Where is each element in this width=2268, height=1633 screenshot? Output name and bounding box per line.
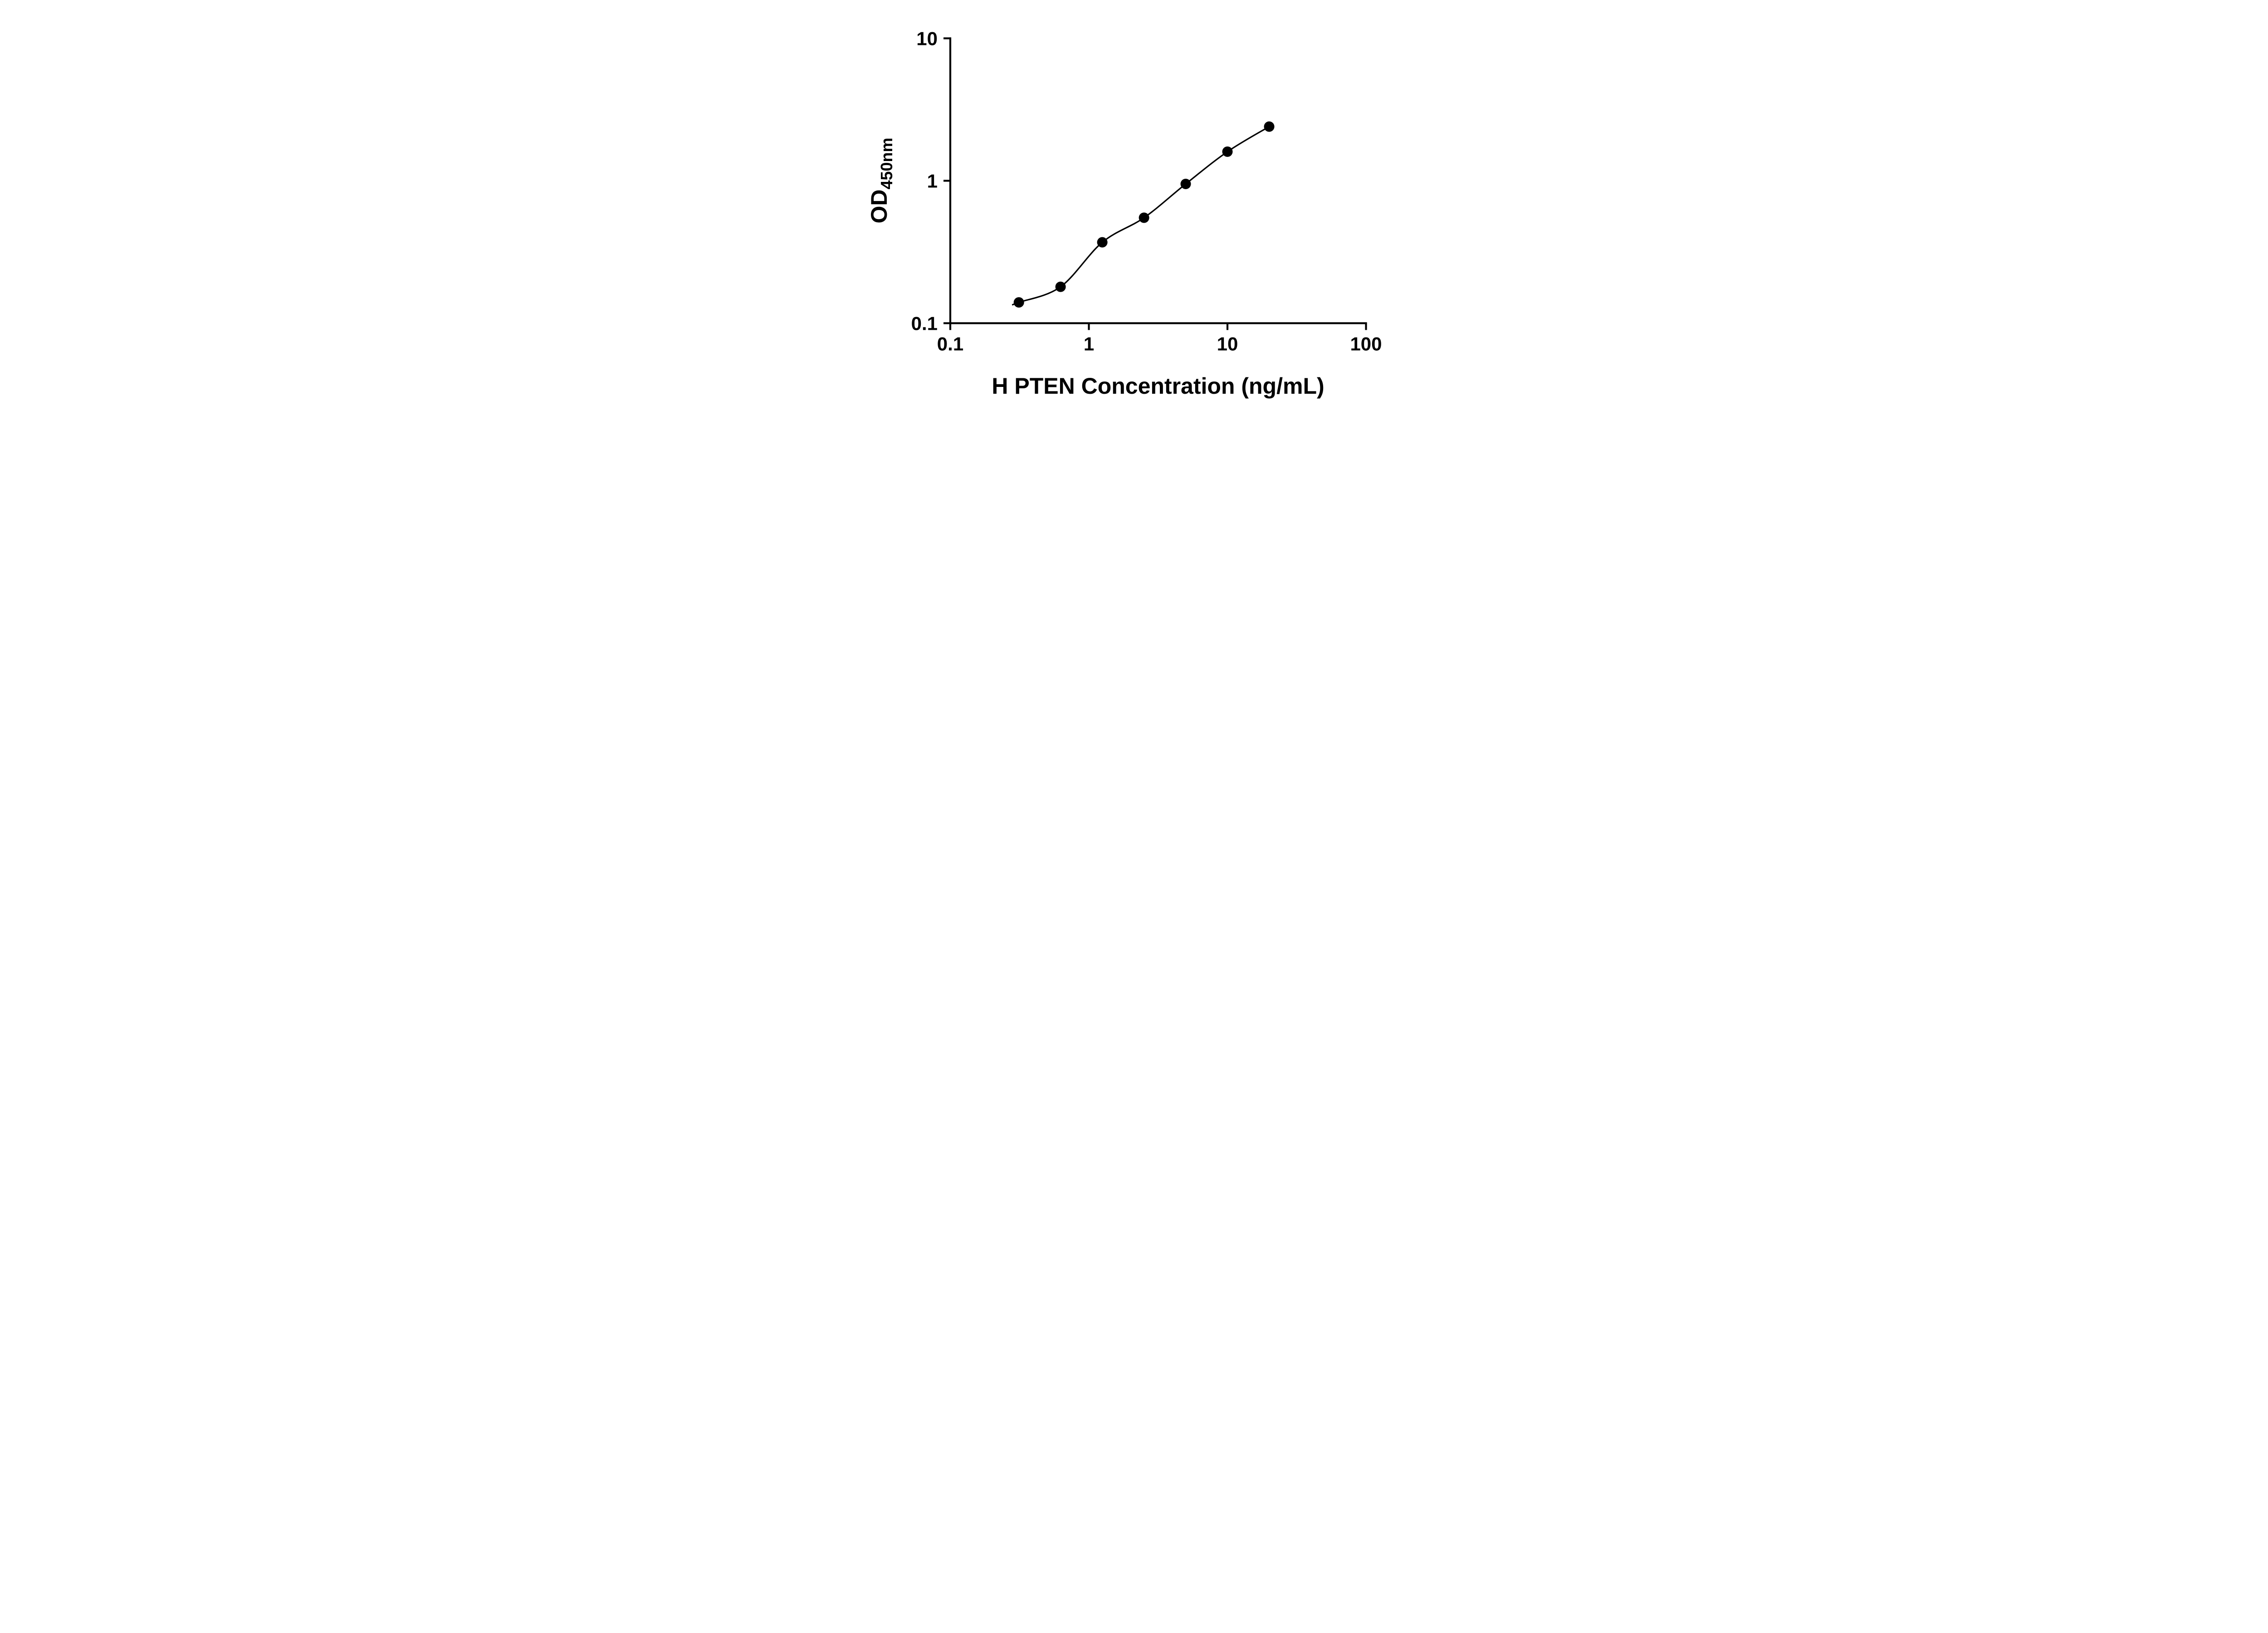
data-point <box>1264 121 1275 132</box>
x-tick-label: 0.1 <box>937 333 963 355</box>
axis-ticks <box>943 37 1367 330</box>
y-axis-title: OD450nm <box>866 137 896 223</box>
y-tick-label: 10 <box>916 28 938 49</box>
standard-curve-chart: 0.1 1 10 100 0.1 1 10 H PTEN Concentration (ng… <box>866 28 1382 399</box>
axis-tick-labels: 0.1 1 10 100 0.1 1 10 <box>911 28 1382 355</box>
data-point <box>1097 237 1108 248</box>
data-point <box>1013 297 1024 308</box>
data-point <box>1180 179 1191 189</box>
axes <box>949 37 1367 324</box>
y-tick-label: 1 <box>927 171 938 192</box>
x-tick-label: 1 <box>1084 333 1094 355</box>
y-tick-label: 0.1 <box>911 313 938 334</box>
y-axis-title-subscript: 450nm <box>877 137 896 189</box>
figure: 0.1 1 10 100 0.1 1 10 H PTEN Concentration (ng… <box>848 0 1420 408</box>
x-tick-label: 10 <box>1217 333 1238 355</box>
data-point <box>1055 281 1066 292</box>
x-tick-label: 100 <box>1350 333 1382 355</box>
data-point <box>1139 212 1149 223</box>
data-point <box>1222 146 1233 157</box>
x-axis-title: H PTEN Concentration (ng/mL) <box>992 373 1324 399</box>
y-axis-title-main: OD <box>866 190 892 224</box>
data-points <box>1013 121 1275 308</box>
axis-line <box>949 37 1367 324</box>
